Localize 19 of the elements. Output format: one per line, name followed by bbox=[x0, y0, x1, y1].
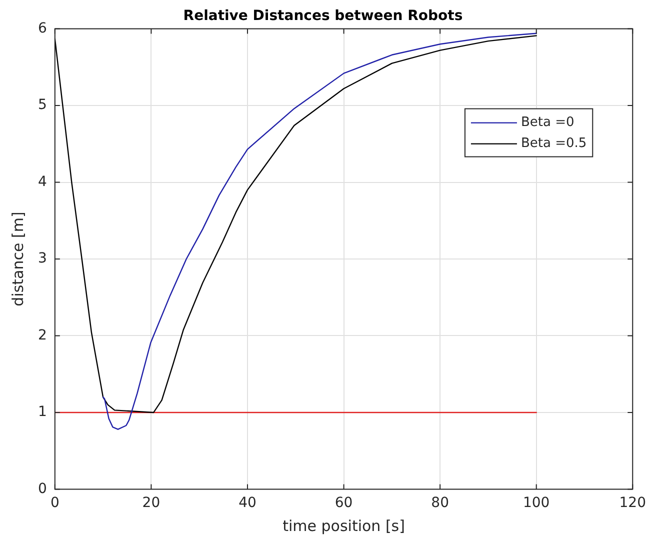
x-tick-label: 60 bbox=[334, 495, 353, 512]
y-tick-label: 6 bbox=[38, 20, 47, 36]
y-tick-label: 2 bbox=[38, 327, 47, 344]
legend-label: Beta =0.5 bbox=[520, 136, 587, 152]
x-tick-label: 120 bbox=[619, 495, 646, 512]
chart-title: Relative Distances between Robots bbox=[183, 8, 463, 24]
x-tick-label: 80 bbox=[431, 495, 449, 512]
x-axis-title: time position [s] bbox=[282, 516, 405, 535]
legend-label: Beta =0 bbox=[520, 115, 574, 130]
x-tick-label: 100 bbox=[522, 495, 550, 512]
y-tick-label: 0 bbox=[38, 480, 47, 497]
y-tick-label: 1 bbox=[38, 404, 47, 420]
x-tick-label: 20 bbox=[142, 495, 160, 512]
y-tick-label: 5 bbox=[38, 97, 47, 114]
x-tick-label: 0 bbox=[50, 495, 60, 512]
y-tick-label: 3 bbox=[38, 250, 47, 267]
x-tick-label: 40 bbox=[238, 495, 256, 512]
y-tick-label: 4 bbox=[38, 174, 47, 190]
y-axis-title: distance [m] bbox=[8, 212, 27, 306]
